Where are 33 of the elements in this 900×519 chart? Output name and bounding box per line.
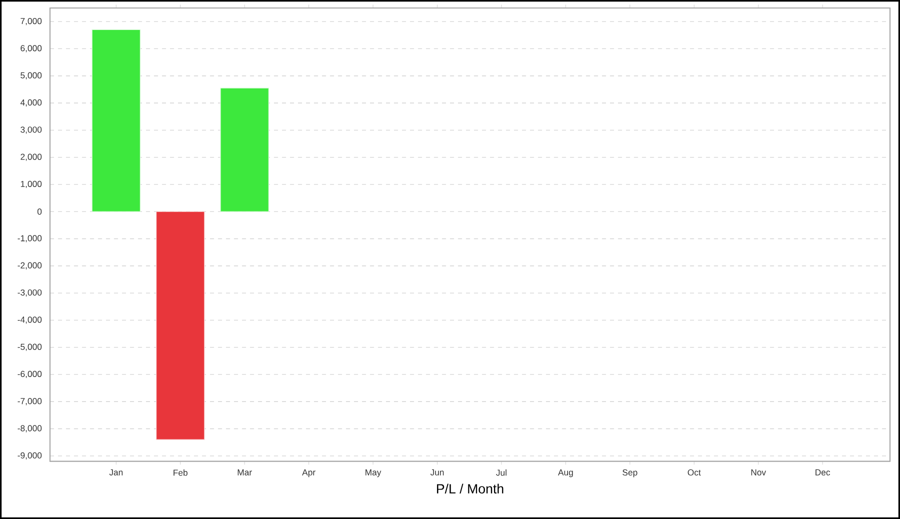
y-tick-label: -5,000 <box>18 344 42 351</box>
y-tick-label: -3,000 <box>18 289 42 297</box>
y-tick-label: -1,000 <box>18 235 42 242</box>
y-tick-label: 2,000 <box>20 154 42 161</box>
y-tick-label: -9,000 <box>18 452 42 460</box>
y-tick-label: 5,000 <box>20 72 42 80</box>
x-tick-label: Nov <box>751 469 766 476</box>
y-tick-label: 0 <box>37 208 42 215</box>
x-tick-label: Dec <box>816 469 830 476</box>
x-tick-label: Jan <box>109 469 123 476</box>
x-tick-label: Sep <box>622 469 638 478</box>
bar <box>156 211 205 440</box>
x-tick-label: Jun <box>430 469 444 476</box>
y-tick-label: 1,000 <box>20 180 42 188</box>
x-tick-label: Feb <box>174 469 188 476</box>
y-tick-label: 4,000 <box>20 99 42 107</box>
y-tick-label: -7,000 <box>18 398 42 406</box>
x-tick-label: Aug <box>558 469 573 478</box>
y-tick-label: -8,000 <box>18 425 42 432</box>
y-tick-label: 6,000 <box>20 45 42 52</box>
x-tick-label: May <box>366 469 382 478</box>
y-tick-label: -4,000 <box>18 316 42 324</box>
x-tick-label: Jul <box>496 469 506 476</box>
y-tick-label: 3,000 <box>20 126 42 134</box>
y-tick-label: 7,000 <box>20 18 42 26</box>
bar <box>92 29 141 212</box>
y-tick-label: -6,000 <box>18 370 42 378</box>
bar <box>220 88 270 212</box>
x-axis-title: P/L / Month <box>437 484 504 494</box>
x-tick-label: Oct <box>688 469 701 476</box>
x-tick-label: Mar <box>238 469 252 476</box>
y-tick-label: -2,000 <box>18 262 42 270</box>
x-tick-label: Apr <box>302 469 316 478</box>
